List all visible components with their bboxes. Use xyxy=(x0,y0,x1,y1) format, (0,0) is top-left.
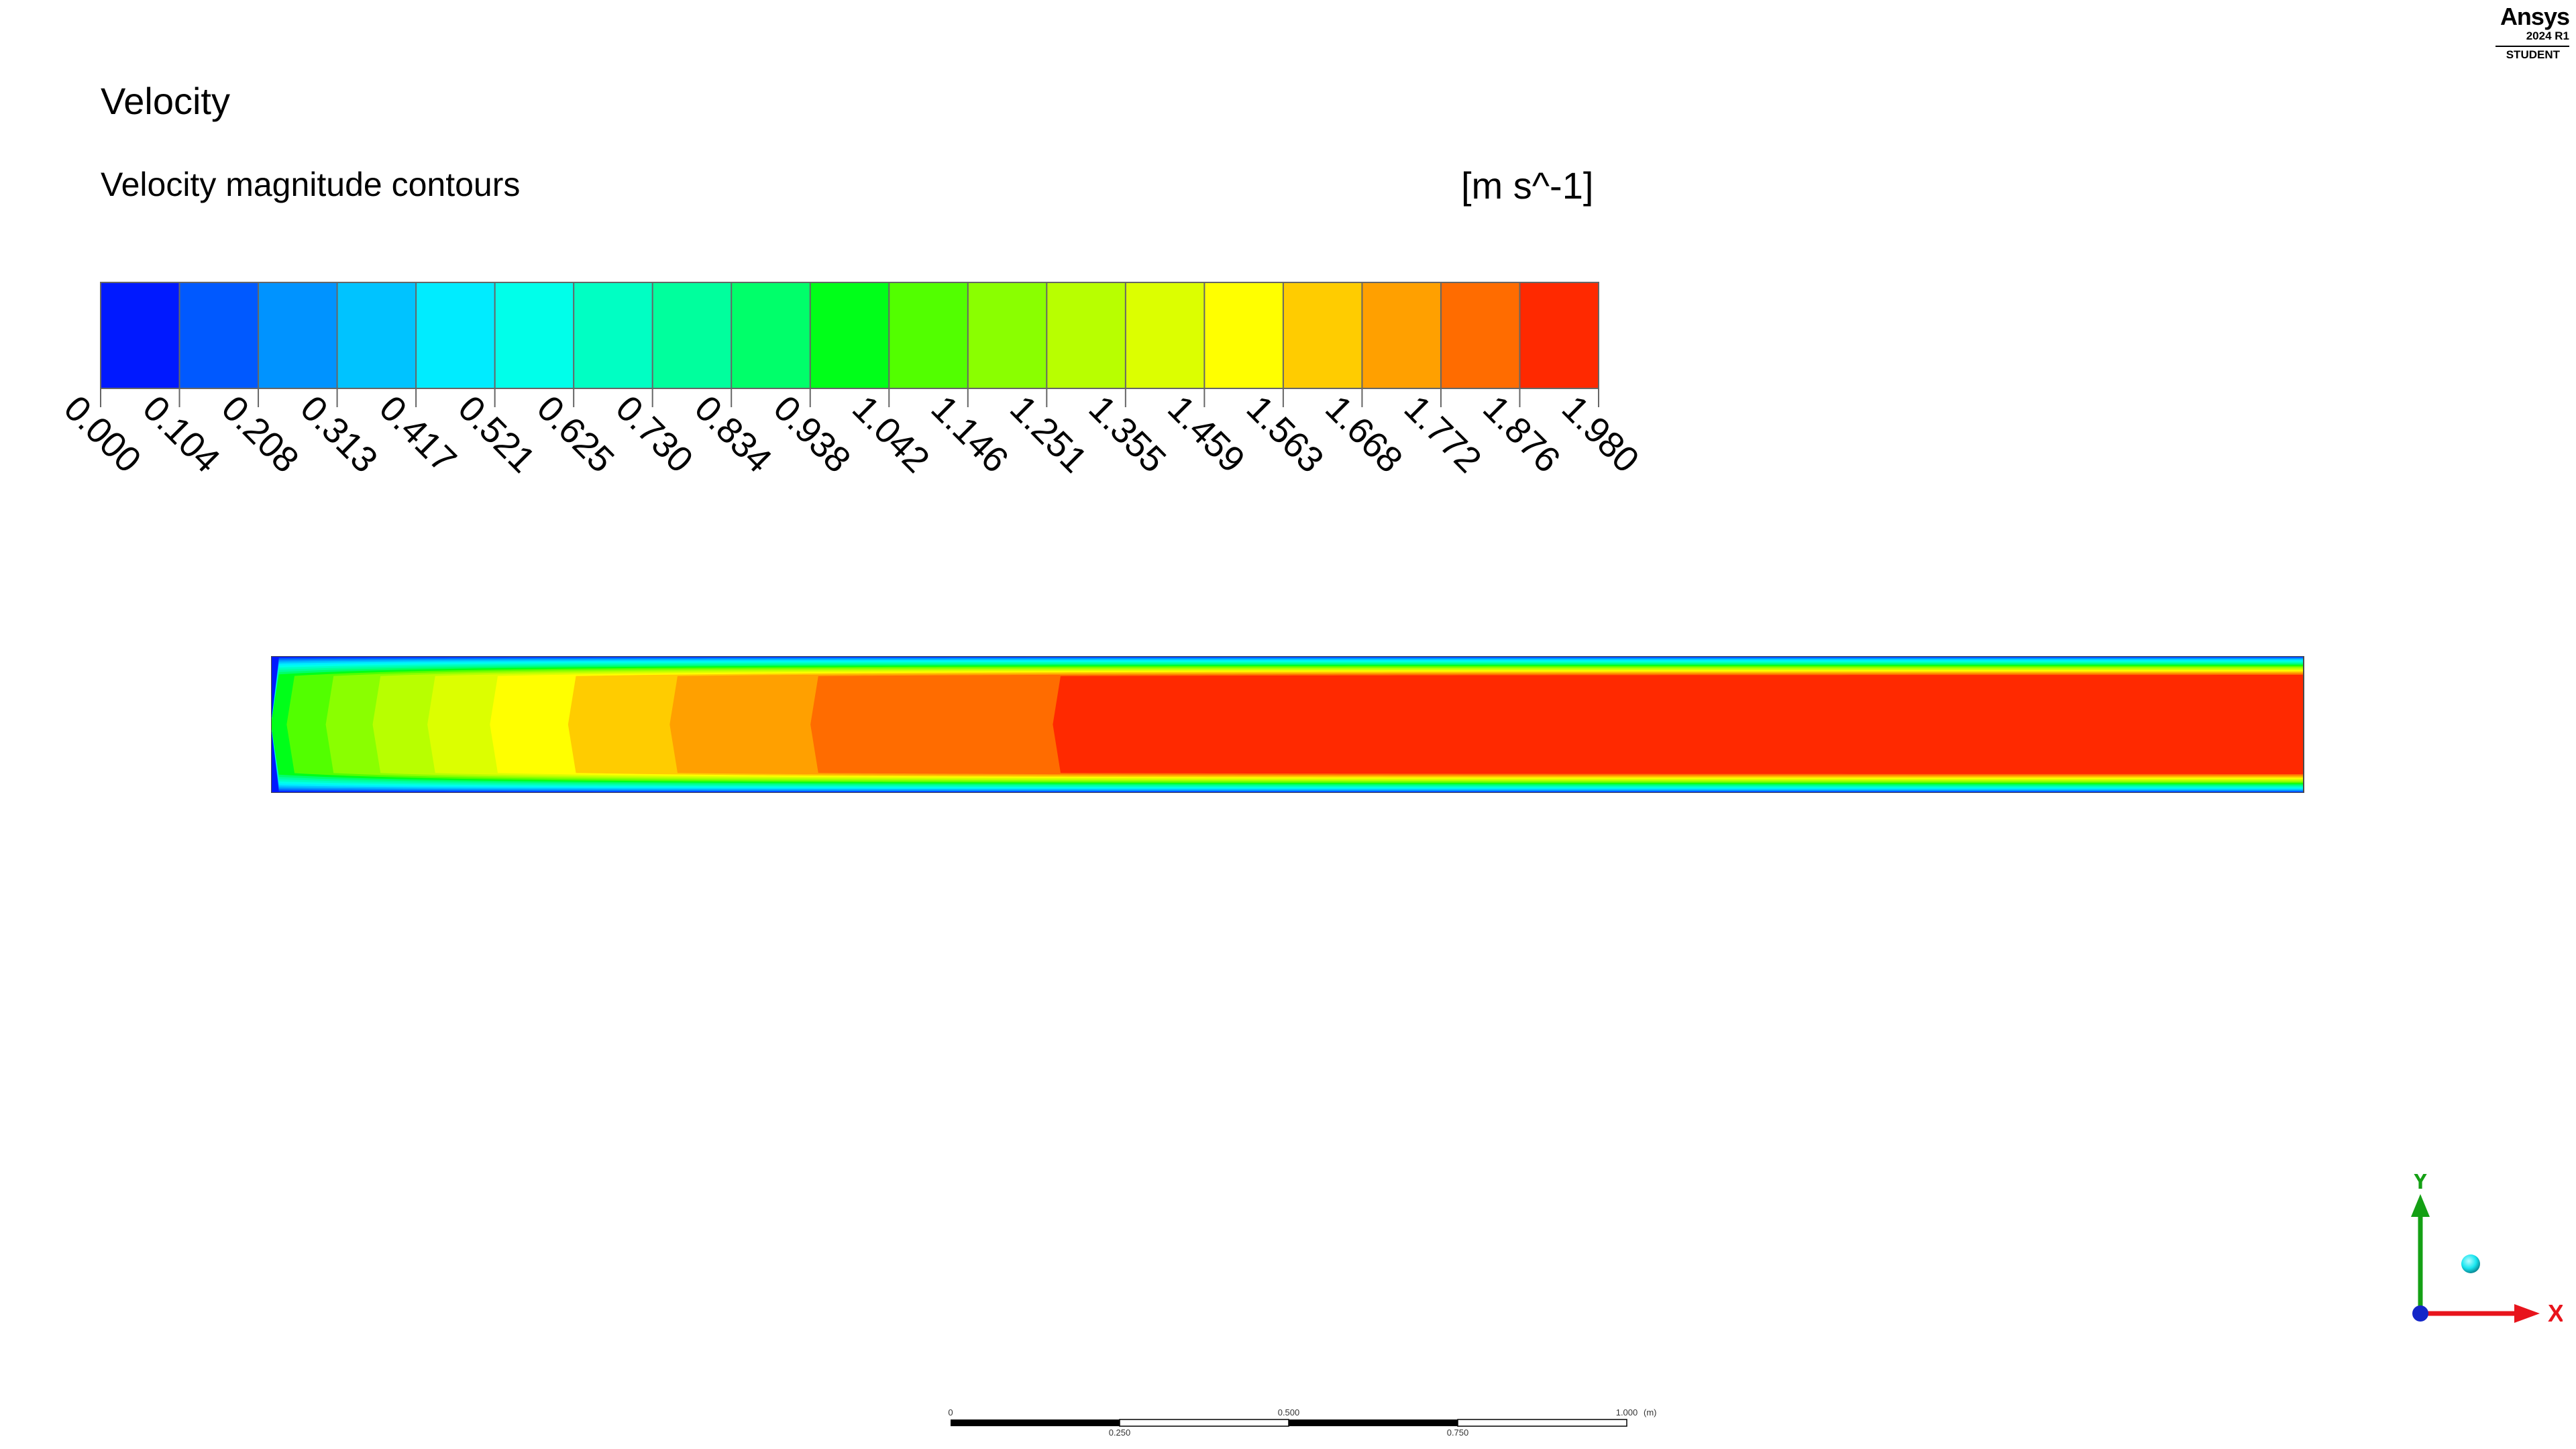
logo-edition: STUDENT xyxy=(2506,48,2560,61)
legend-color-band xyxy=(889,282,969,388)
ansys-logo: Ansys 2024 R1 STUDENT xyxy=(2475,3,2570,63)
legend-tick-label: 1.459 xyxy=(1160,388,1252,480)
velocity-contour-plot[interactable] xyxy=(271,656,2306,793)
contour-title: Velocity xyxy=(101,80,230,122)
legend-tick-label: 1.876 xyxy=(1475,388,1568,480)
rotation-point-sphere[interactable] xyxy=(2461,1254,2480,1273)
legend-color-band xyxy=(967,282,1047,388)
scale-bar-segment-1 xyxy=(951,1419,1120,1426)
x-axis-label: X xyxy=(2548,1299,2563,1327)
legend-color-band xyxy=(258,282,338,388)
legend-tick-label: 1.251 xyxy=(1002,388,1095,480)
scale-bar-label-1000: 1.000 xyxy=(1616,1407,1638,1417)
legend-color-band xyxy=(494,282,574,388)
scale-bar-segment-4 xyxy=(1457,1419,1627,1427)
legend-color-band xyxy=(1440,282,1521,388)
scale-bar-label-0: 0 xyxy=(948,1407,953,1417)
legend-tick-label: 0.625 xyxy=(529,388,622,480)
legend-tick-label: 1.146 xyxy=(924,388,1016,480)
legend-tick-label: 1.668 xyxy=(1318,388,1410,480)
color-legend: 0.0000.1040.2080.3130.4170.5210.6250.730… xyxy=(56,282,1647,480)
logo-version: 2024 R1 xyxy=(2526,30,2569,42)
legend-tick-label: 0.000 xyxy=(56,388,149,480)
scale-bar-segment-3 xyxy=(1289,1419,1458,1426)
legend-color-band xyxy=(1283,282,1363,388)
scale-bar-label-0500: 0.500 xyxy=(1278,1407,1300,1417)
legend-tick-label: 1.772 xyxy=(1397,388,1489,480)
legend-tick-label: 1.355 xyxy=(1081,388,1174,480)
legend-tick-label: 0.104 xyxy=(135,388,227,480)
legend-color-band xyxy=(574,282,653,388)
legend-color-band xyxy=(337,282,417,388)
legend-tick-label: 0.730 xyxy=(608,388,700,480)
legend-units: [m s^-1] xyxy=(1461,164,1594,207)
logo-divider xyxy=(2496,46,2569,47)
z-axis-indicator xyxy=(2412,1305,2428,1322)
scale-bar-label-0750: 0.750 xyxy=(1447,1428,1469,1437)
legend-color-band xyxy=(101,282,180,388)
legend-tick-label: 0.521 xyxy=(450,388,543,480)
contour-subtitle: Velocity magnitude contours xyxy=(101,166,521,203)
legend-tick-label: 0.834 xyxy=(687,388,780,480)
legend-color-band xyxy=(810,282,890,388)
contour-field xyxy=(271,656,2304,793)
legend-color-bands xyxy=(101,282,1599,388)
y-axis-label: Y xyxy=(2412,1174,2428,1194)
y-axis-arrowhead xyxy=(2411,1194,2430,1217)
x-axis-arrowhead xyxy=(2514,1304,2540,1323)
legend-color-band xyxy=(1125,282,1205,388)
legend-color-band xyxy=(1046,282,1126,388)
contour-band xyxy=(271,675,2304,774)
legend-tick-label: 1.980 xyxy=(1554,388,1647,480)
legend-tick-label: 0.938 xyxy=(765,388,858,480)
logo-brand-name: Ansys xyxy=(2500,3,2570,30)
legend-color-band xyxy=(1362,282,1442,388)
legend-tick-label: 1.563 xyxy=(1239,388,1332,480)
scale-bar: 0 0.500 1.000 (m) 0.250 0.750 xyxy=(948,1407,1657,1437)
axis-triad[interactable]: Y X xyxy=(2388,1174,2563,1335)
legend-tick-label: 1.042 xyxy=(845,388,937,480)
legend-color-band xyxy=(179,282,259,388)
legend-ticks xyxy=(100,282,1599,407)
legend-color-band xyxy=(1519,282,1599,388)
domain-outline xyxy=(271,656,2304,793)
legend-tick-labels: 0.0000.1040.2080.3130.4170.5210.6250.730… xyxy=(56,388,1647,480)
legend-tick-label: 0.313 xyxy=(292,388,385,480)
scale-bar-segment-2 xyxy=(1119,1419,1289,1427)
legend-color-band xyxy=(652,282,732,388)
legend-tick-label: 0.208 xyxy=(214,388,307,480)
legend-color-band xyxy=(416,282,496,388)
legend-color-band xyxy=(731,282,811,388)
legend-color-band xyxy=(1204,282,1284,388)
scale-bar-label-0250: 0.250 xyxy=(1109,1428,1131,1437)
scale-bar-unit: (m) xyxy=(1644,1407,1657,1417)
legend-tick-label: 0.417 xyxy=(372,388,464,480)
